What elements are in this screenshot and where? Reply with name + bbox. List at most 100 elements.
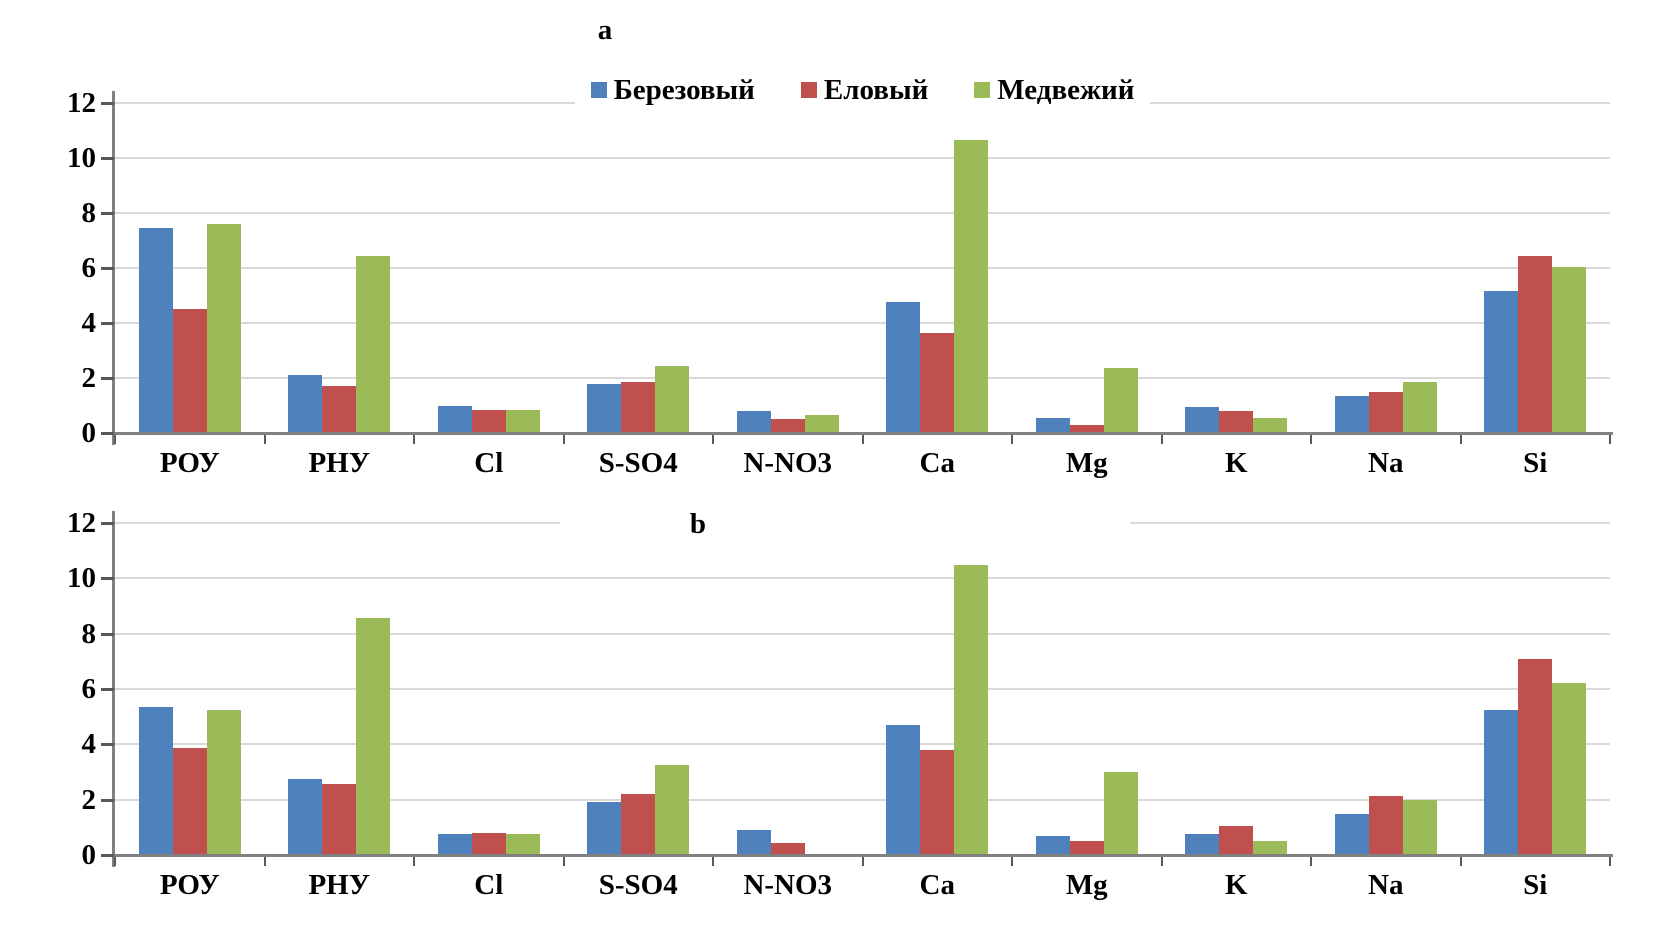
bar xyxy=(587,383,622,433)
bar xyxy=(206,224,241,433)
x-tick-label: Mg xyxy=(1065,447,1108,479)
legend-item-label: Березовый xyxy=(613,73,755,106)
x-tick-label: K xyxy=(1224,869,1248,901)
x-tick-label: Ca xyxy=(919,447,955,479)
bar xyxy=(138,228,173,433)
x-tick-label: N-NO3 xyxy=(743,869,833,901)
bar xyxy=(138,706,173,855)
gridline xyxy=(115,577,1610,580)
y-tick-label: 8 xyxy=(81,197,97,229)
y-tick-label: 10 xyxy=(67,142,96,174)
bar xyxy=(1069,841,1104,855)
y-tick-label: 4 xyxy=(81,728,97,761)
bar xyxy=(1219,825,1254,855)
legend-swatch-icon xyxy=(590,82,607,98)
x-tick-label: РОУ xyxy=(159,869,220,901)
x-tick-mark xyxy=(712,435,714,444)
x-tick-mark xyxy=(712,857,714,866)
x-tick-mark xyxy=(1459,857,1462,866)
x-tick-label: РНУ xyxy=(308,447,371,479)
x-tick-mark xyxy=(861,435,864,444)
chart-b-title-band xyxy=(560,512,1130,536)
legend-swatch-icon xyxy=(974,82,991,98)
bar xyxy=(356,255,391,433)
bar xyxy=(356,618,391,855)
y-tick-mark xyxy=(101,432,114,435)
bar xyxy=(172,748,207,855)
bar xyxy=(1334,395,1369,433)
bar xyxy=(505,834,540,855)
bar xyxy=(1368,391,1403,433)
bar xyxy=(172,309,207,433)
bar xyxy=(1552,266,1587,433)
x-tick-label: Si xyxy=(1523,869,1548,901)
bar xyxy=(1368,795,1403,855)
bar xyxy=(322,784,357,855)
gridline xyxy=(115,632,1610,635)
legend-swatch-icon xyxy=(800,82,817,98)
x-tick-mark xyxy=(562,435,565,444)
x-tick-label: Cl xyxy=(474,869,504,901)
bar xyxy=(920,749,955,855)
bar xyxy=(1069,424,1104,433)
gridline xyxy=(115,798,1610,801)
y-tick-label: 2 xyxy=(81,783,97,816)
y-tick-label: 6 xyxy=(81,252,97,284)
chart-a-title: a xyxy=(597,14,613,46)
bar xyxy=(288,375,323,433)
legend-item-label: Медвежий xyxy=(997,73,1135,106)
x-tick-label: Na xyxy=(1368,447,1404,479)
y-tick-mark xyxy=(101,102,114,105)
bar xyxy=(1253,841,1288,855)
x-tick-label: РНУ xyxy=(308,869,371,901)
bar xyxy=(770,419,805,433)
y-tick-label: 4 xyxy=(81,307,97,339)
gridline xyxy=(115,688,1610,690)
x-tick-label: Na xyxy=(1368,869,1404,901)
y-tick-label: 0 xyxy=(81,417,97,449)
y-tick-label: 8 xyxy=(81,617,97,650)
bar xyxy=(1402,382,1437,433)
x-tick-mark xyxy=(1011,435,1013,444)
y-tick-mark xyxy=(101,157,114,160)
bar xyxy=(1552,683,1587,855)
y-tick-mark xyxy=(101,267,114,270)
y-tick-mark xyxy=(101,577,114,581)
x-tick-label: РОУ xyxy=(159,447,220,479)
x-tick-label: S-SO4 xyxy=(598,447,678,479)
y-tick-mark xyxy=(101,743,114,747)
bar xyxy=(655,365,690,433)
y-tick-mark xyxy=(101,377,114,380)
bar xyxy=(1185,834,1220,855)
bar xyxy=(1484,709,1519,855)
x-tick-mark xyxy=(1609,435,1611,444)
x-tick-label: Si xyxy=(1523,447,1548,479)
bar xyxy=(1334,813,1369,855)
x-tick-label: Mg xyxy=(1065,869,1108,901)
x-tick-mark xyxy=(1160,435,1163,444)
bar xyxy=(471,409,506,433)
bar xyxy=(437,834,472,855)
x-tick-mark xyxy=(1459,435,1462,444)
bar xyxy=(1035,417,1070,433)
legend-item-label: Еловый xyxy=(823,73,929,106)
bar xyxy=(1253,417,1288,433)
bar xyxy=(886,724,921,855)
x-tick-label: N-NO3 xyxy=(743,447,833,479)
x-tick-mark xyxy=(1310,435,1312,444)
x-tick-label: K xyxy=(1224,447,1248,479)
y-tick-label: 12 xyxy=(67,87,96,119)
bar xyxy=(322,386,357,433)
y-tick-label: 12 xyxy=(67,507,96,539)
gridline xyxy=(115,267,1610,269)
x-tick-mark xyxy=(413,857,415,866)
bar xyxy=(954,564,989,855)
gridline xyxy=(115,743,1610,746)
legend-item: Березовый xyxy=(590,73,755,107)
bar xyxy=(920,332,955,433)
bar xyxy=(471,832,506,855)
x-axis-line xyxy=(112,854,1613,857)
x-tick-mark xyxy=(263,435,266,444)
bar xyxy=(1103,368,1138,433)
